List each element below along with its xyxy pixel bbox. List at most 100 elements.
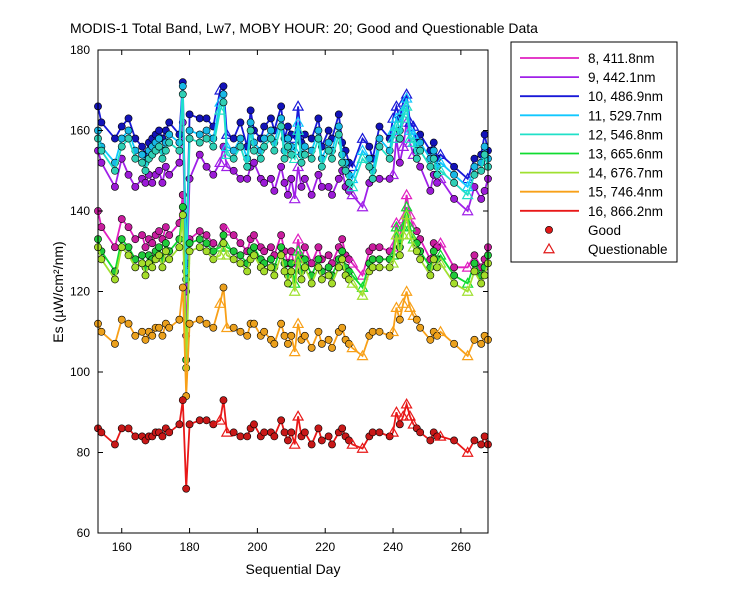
series-line <box>97 194 489 336</box>
data-point <box>195 315 204 324</box>
data-point <box>117 215 126 223</box>
series-4 <box>94 90 492 284</box>
questionable-point <box>461 446 474 457</box>
data-point <box>368 255 377 264</box>
data-point <box>202 114 211 123</box>
data-point <box>158 432 167 441</box>
data-point <box>317 162 326 171</box>
data-point <box>277 319 286 328</box>
data-point <box>236 142 245 151</box>
data-point <box>209 323 218 332</box>
questionable-point <box>292 124 305 135</box>
data-point <box>117 134 126 143</box>
data-point <box>155 251 163 260</box>
data-point <box>328 440 336 449</box>
data-point <box>138 259 146 268</box>
data-point <box>450 279 458 288</box>
questionable-point <box>214 104 227 115</box>
data-point <box>178 283 187 292</box>
data-layer <box>94 78 492 493</box>
data-point <box>131 235 140 244</box>
questionable-point <box>288 152 301 164</box>
questionable-point <box>400 285 413 296</box>
data-point <box>480 142 489 151</box>
data-point <box>148 178 157 187</box>
data-point <box>480 130 489 139</box>
data-point <box>368 263 377 272</box>
questionable-point <box>387 168 400 180</box>
data-point <box>314 170 323 179</box>
data-point <box>314 134 323 143</box>
data-point <box>307 440 316 449</box>
data-point <box>307 343 316 352</box>
data-point <box>158 154 167 163</box>
data-point <box>185 110 194 119</box>
questionable-point <box>397 410 410 421</box>
questionable-point <box>292 253 305 264</box>
data-point <box>165 170 174 179</box>
data-point <box>324 263 333 272</box>
data-point <box>426 436 435 445</box>
data-point <box>416 162 425 171</box>
questionable-point <box>220 426 233 437</box>
series-6 <box>94 208 492 372</box>
questionable-point <box>434 236 447 248</box>
data-point <box>202 239 211 248</box>
data-point <box>195 138 204 147</box>
data-point <box>324 126 333 135</box>
data-point <box>236 239 245 248</box>
data-point <box>480 150 489 159</box>
data-point <box>324 146 333 155</box>
data-point <box>111 243 119 252</box>
data-point <box>314 243 323 252</box>
data-point <box>182 484 191 493</box>
data-point <box>250 243 258 252</box>
questionable-point <box>397 228 410 240</box>
data-point <box>267 134 275 143</box>
data-point <box>117 122 126 131</box>
data-point <box>165 130 174 139</box>
y-tick-label: 60 <box>77 526 91 540</box>
data-point <box>97 327 106 336</box>
questionable-point <box>461 188 474 200</box>
data-point <box>338 255 347 264</box>
questionable-point <box>400 397 413 409</box>
data-point <box>229 166 238 175</box>
data-point <box>267 255 275 264</box>
questionable-point <box>220 160 233 172</box>
data-point <box>155 142 163 151</box>
questionable-point <box>292 410 305 421</box>
data-point <box>161 247 170 256</box>
questionable-point <box>346 257 359 268</box>
data-point <box>158 263 167 272</box>
data-point <box>284 279 292 288</box>
questionable-point <box>397 297 410 308</box>
questionable-point <box>461 285 474 296</box>
data-point <box>277 416 286 425</box>
data-point <box>287 331 296 340</box>
data-point <box>178 90 187 99</box>
legend-label: 9, 442.1nm <box>588 70 656 85</box>
data-point <box>426 186 435 195</box>
data-point <box>477 279 486 288</box>
data-point <box>97 223 106 231</box>
data-point <box>141 271 150 280</box>
data-point <box>287 267 296 276</box>
data-point <box>368 327 377 336</box>
data-point <box>470 259 479 268</box>
data-point <box>97 146 106 155</box>
data-point <box>338 235 347 244</box>
questionable-point <box>400 100 413 111</box>
data-point <box>429 154 438 163</box>
data-point <box>219 82 228 91</box>
questionable-point <box>346 180 359 192</box>
data-point <box>314 263 323 272</box>
series-8 <box>94 396 492 493</box>
data-point <box>477 195 486 203</box>
data-point <box>148 239 157 248</box>
data-point <box>250 158 258 167</box>
data-point <box>178 203 187 211</box>
data-point <box>155 126 163 135</box>
data-point <box>368 174 377 183</box>
data-point <box>284 190 292 199</box>
